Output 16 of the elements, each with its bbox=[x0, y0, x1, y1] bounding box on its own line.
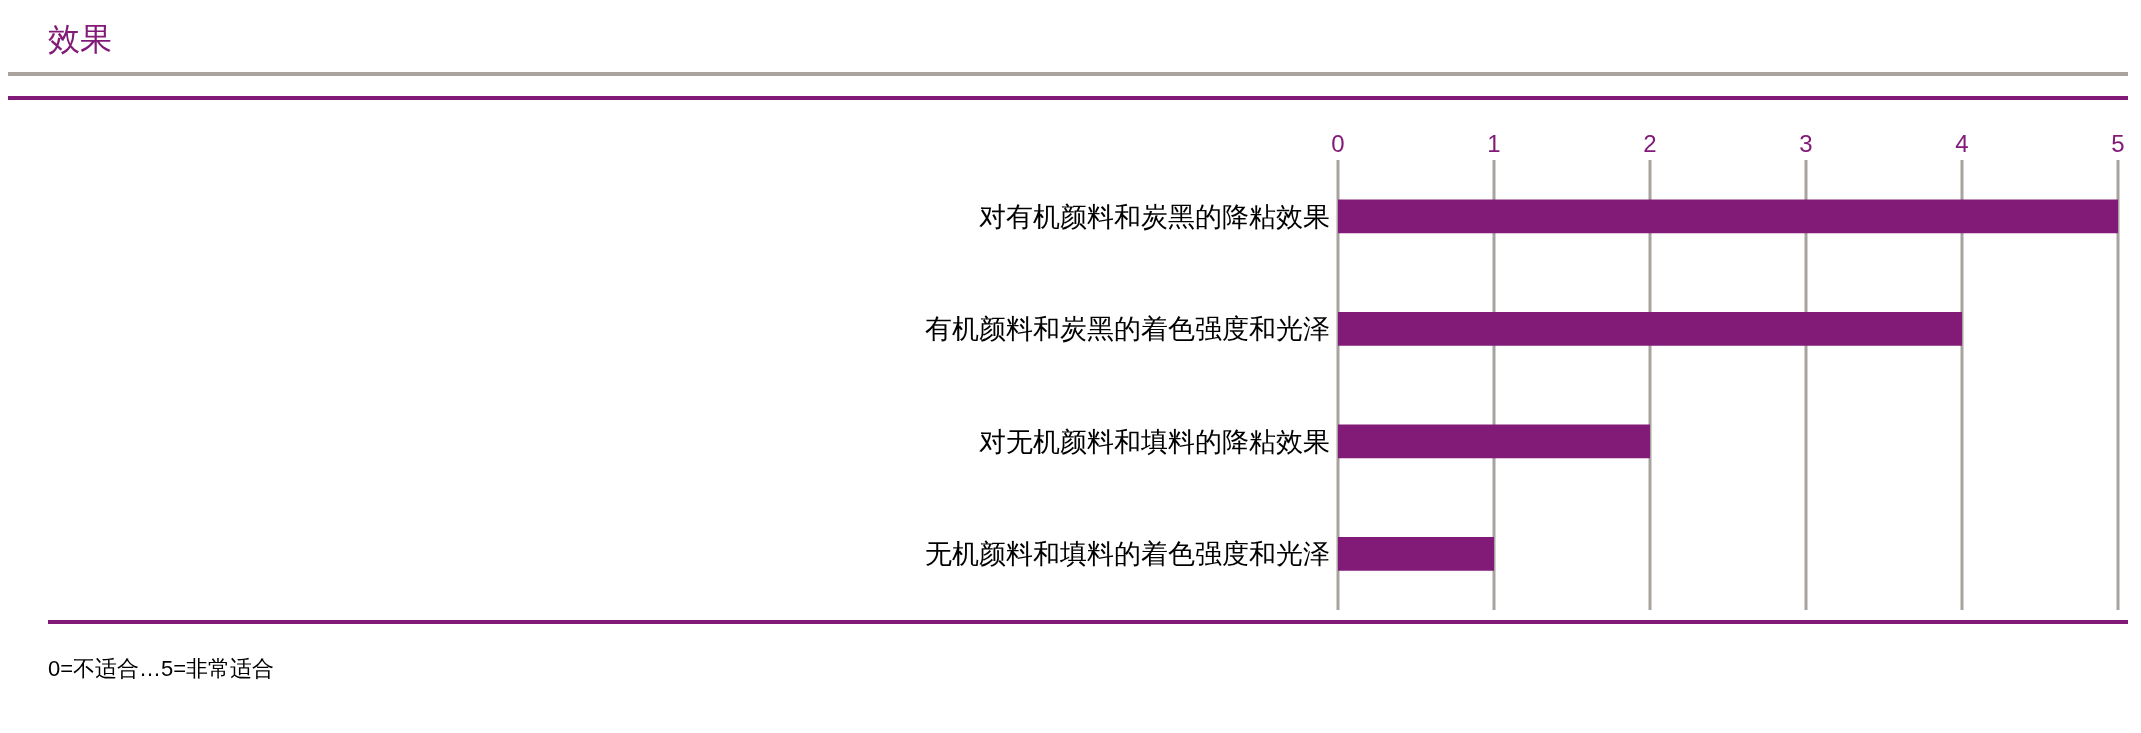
text: 效果 bbox=[8, 8, 2128, 76]
text: 0=不适合…5=非常适合 bbox=[48, 655, 276, 683]
x-tick-label: 3 bbox=[1799, 130, 1813, 157]
bar bbox=[1338, 424, 1650, 459]
x-tick-label: 0 bbox=[1331, 130, 1345, 157]
bar bbox=[1338, 199, 2118, 234]
y-tick-label: 对无机颜料和填料的降粘效果 bbox=[979, 426, 1330, 457]
y-tick-label: 无机颜料和填料的着色强度和光泽 bbox=[925, 539, 1330, 570]
x-tick-label: 4 bbox=[1955, 130, 1969, 157]
x-tick-label: 1 bbox=[1487, 130, 1501, 157]
x-tick-label: 2 bbox=[1643, 130, 1657, 157]
bar bbox=[1338, 536, 1494, 571]
y-tick-label: 有机颜料和炭黑的着色强度和光泽 bbox=[925, 314, 1330, 345]
x-tick-label: 5 bbox=[2111, 130, 2125, 157]
y-tick-label: 对有机颜料和炭黑的降粘效果 bbox=[979, 201, 1330, 232]
bar bbox=[1338, 311, 1962, 346]
